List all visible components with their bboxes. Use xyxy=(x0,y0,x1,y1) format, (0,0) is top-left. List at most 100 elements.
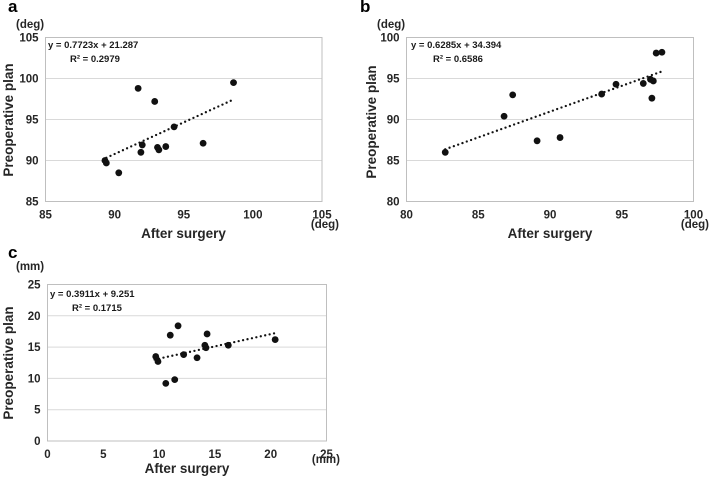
y-tick-label: 20 xyxy=(28,311,41,323)
y-tick-label: 100 xyxy=(380,33,399,45)
x-tick-label: 105 xyxy=(312,210,332,222)
trendline-dot xyxy=(586,97,589,100)
r-squared-text-a: R² = 0.2979 xyxy=(70,53,120,65)
x-tick-label: 0 xyxy=(44,449,50,461)
trendline-dot xyxy=(193,349,196,353)
data-point xyxy=(224,341,232,349)
trendline-dot xyxy=(121,149,125,152)
trendline-dot xyxy=(250,337,254,340)
trendline-dot xyxy=(512,123,516,126)
trendline-dot xyxy=(113,152,116,156)
trendline-dot xyxy=(200,112,203,116)
trendline-dot xyxy=(192,116,195,120)
data-point xyxy=(612,80,620,88)
x-tick-label: 100 xyxy=(684,210,703,222)
x-tick-label: 25 xyxy=(320,449,333,461)
trendline-dot xyxy=(208,109,212,112)
trendline-dot xyxy=(538,114,542,117)
data-point xyxy=(154,358,162,365)
r-squared-text-c: R² = 0.1715 xyxy=(72,302,122,314)
y-tick-label: 15 xyxy=(28,342,41,354)
trendline-dot xyxy=(204,111,208,114)
trendline-dot xyxy=(154,133,158,137)
trendline-dot xyxy=(150,135,154,139)
chart-b-svg: 80 85 90 95 100 80 85 90 95 100 xyxy=(380,33,703,222)
y-axis-unit-c: (mm) xyxy=(16,261,45,273)
equation-text-a: y = 0.7723x + 21.287 xyxy=(48,40,139,51)
data-point xyxy=(162,143,170,150)
data-point xyxy=(138,141,146,149)
x-tick-label: 100 xyxy=(243,210,262,222)
x-tick-label: 95 xyxy=(615,210,628,222)
plot-border xyxy=(406,37,694,202)
trendline-dot xyxy=(568,103,572,106)
trendline-dot xyxy=(655,72,658,75)
x-tick-label: 95 xyxy=(177,210,190,222)
trendline-dot xyxy=(125,147,129,150)
data-point xyxy=(102,159,110,167)
trendline-dot xyxy=(482,134,486,137)
trendline-dot xyxy=(196,114,199,118)
trendline-dot xyxy=(229,99,232,102)
trendline-dot xyxy=(633,80,636,83)
y-tick-label: 10 xyxy=(28,373,41,385)
data-point xyxy=(509,91,517,99)
y-tick-label: 0 xyxy=(34,436,40,448)
data-point xyxy=(533,137,541,145)
y-tick-label: 95 xyxy=(26,115,39,127)
x-tick-label: 5 xyxy=(100,449,107,461)
trendline-dot xyxy=(452,145,456,148)
trendline-dot xyxy=(142,139,145,142)
trendline-dot xyxy=(241,339,245,342)
x-tick-label: 80 xyxy=(400,210,413,222)
panel-letter-c: c xyxy=(8,243,18,262)
y-axis-title-a: Preoperative plan xyxy=(1,63,16,177)
y-tick-label: 90 xyxy=(387,115,400,127)
plot-border xyxy=(47,284,327,442)
data-point xyxy=(658,48,666,56)
trendline-dot xyxy=(117,150,120,154)
trendline-dot xyxy=(246,338,249,341)
trendline-dot xyxy=(500,128,503,131)
equation-box-b: y = 0.6285x + 34.394 R² = 0.6586 xyxy=(411,39,501,66)
trendline-dot xyxy=(134,143,137,146)
trendline-dot xyxy=(166,355,170,358)
trendline-dot xyxy=(573,101,576,105)
trendline-dot xyxy=(495,129,499,132)
data-point xyxy=(652,49,660,57)
trendline-dot xyxy=(543,112,546,115)
trendline-dot xyxy=(650,73,654,77)
y-tick-label: 25 xyxy=(28,280,41,292)
trendline-dot xyxy=(188,118,191,121)
trendline-dot xyxy=(590,95,593,98)
trendline-dot xyxy=(611,87,615,91)
y-tick-label: 5 xyxy=(34,405,41,417)
x-tick-label: 90 xyxy=(544,210,557,222)
trendline-dot xyxy=(491,131,494,134)
trendline-dot xyxy=(233,340,236,344)
trendline-dot xyxy=(221,103,224,106)
trendline-dot xyxy=(264,334,267,337)
trendline-dot xyxy=(624,83,628,86)
trendline-dot xyxy=(487,132,490,135)
trendline-dot xyxy=(255,336,258,339)
x-tick-label: 85 xyxy=(39,210,52,222)
x-tick-label: 10 xyxy=(153,449,166,461)
trendline-dot xyxy=(560,106,563,109)
y-tick-label: 85 xyxy=(26,197,39,209)
trendline-dot xyxy=(188,350,192,353)
trendline-dot xyxy=(448,146,451,149)
data-point xyxy=(171,376,179,384)
data-point xyxy=(162,380,170,387)
trendline-dot xyxy=(504,126,507,129)
chart-c-svg: 0 5 10 15 20 25 0 5 10 15 20 25 xyxy=(28,280,334,462)
trendline-dot xyxy=(659,70,662,74)
chart-a-svg: 85 90 95 100 105 85 90 95 100 105 xyxy=(19,33,332,222)
trendline-dot xyxy=(213,107,216,110)
trendline-dot xyxy=(521,120,524,123)
trendline-dot xyxy=(461,141,464,145)
trendline-dot xyxy=(179,122,183,125)
data-point xyxy=(193,354,201,362)
x-axis-title-b: After surgery xyxy=(507,226,593,241)
trendline-dot xyxy=(457,143,460,146)
